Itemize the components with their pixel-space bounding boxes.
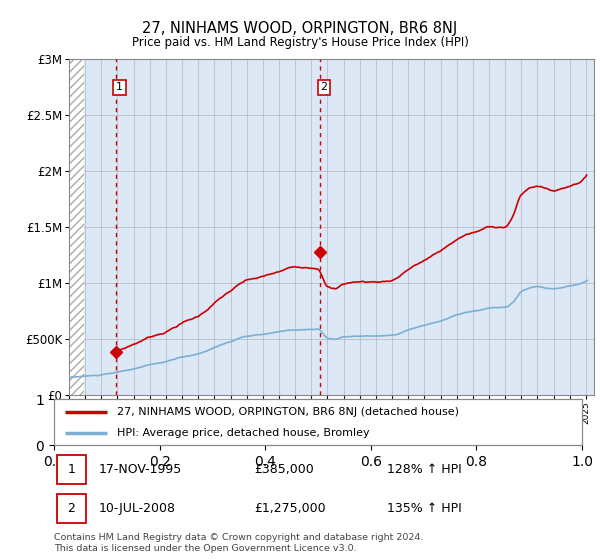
Text: 2: 2 xyxy=(67,502,75,515)
Text: Contains HM Land Registry data © Crown copyright and database right 2024.
This d: Contains HM Land Registry data © Crown c… xyxy=(54,533,424,553)
Text: 10-JUL-2008: 10-JUL-2008 xyxy=(99,502,176,515)
Text: 135% ↑ HPI: 135% ↑ HPI xyxy=(386,502,461,515)
Bar xyxy=(69,59,83,395)
Text: 2: 2 xyxy=(320,82,328,92)
Text: HPI: Average price, detached house, Bromley: HPI: Average price, detached house, Brom… xyxy=(118,428,370,438)
Text: £1,275,000: £1,275,000 xyxy=(254,502,326,515)
Bar xyxy=(56,494,86,523)
Text: 27, NINHAMS WOOD, ORPINGTON, BR6 8NJ: 27, NINHAMS WOOD, ORPINGTON, BR6 8NJ xyxy=(142,21,458,36)
Text: 128% ↑ HPI: 128% ↑ HPI xyxy=(386,463,461,476)
Text: Price paid vs. HM Land Registry's House Price Index (HPI): Price paid vs. HM Land Registry's House … xyxy=(131,36,469,49)
Text: 17-NOV-1995: 17-NOV-1995 xyxy=(99,463,182,476)
Text: £385,000: £385,000 xyxy=(254,463,314,476)
Bar xyxy=(56,455,86,483)
Text: 1: 1 xyxy=(116,82,123,92)
Text: 27, NINHAMS WOOD, ORPINGTON, BR6 8NJ (detached house): 27, NINHAMS WOOD, ORPINGTON, BR6 8NJ (de… xyxy=(118,407,460,417)
Text: 1: 1 xyxy=(67,463,75,476)
